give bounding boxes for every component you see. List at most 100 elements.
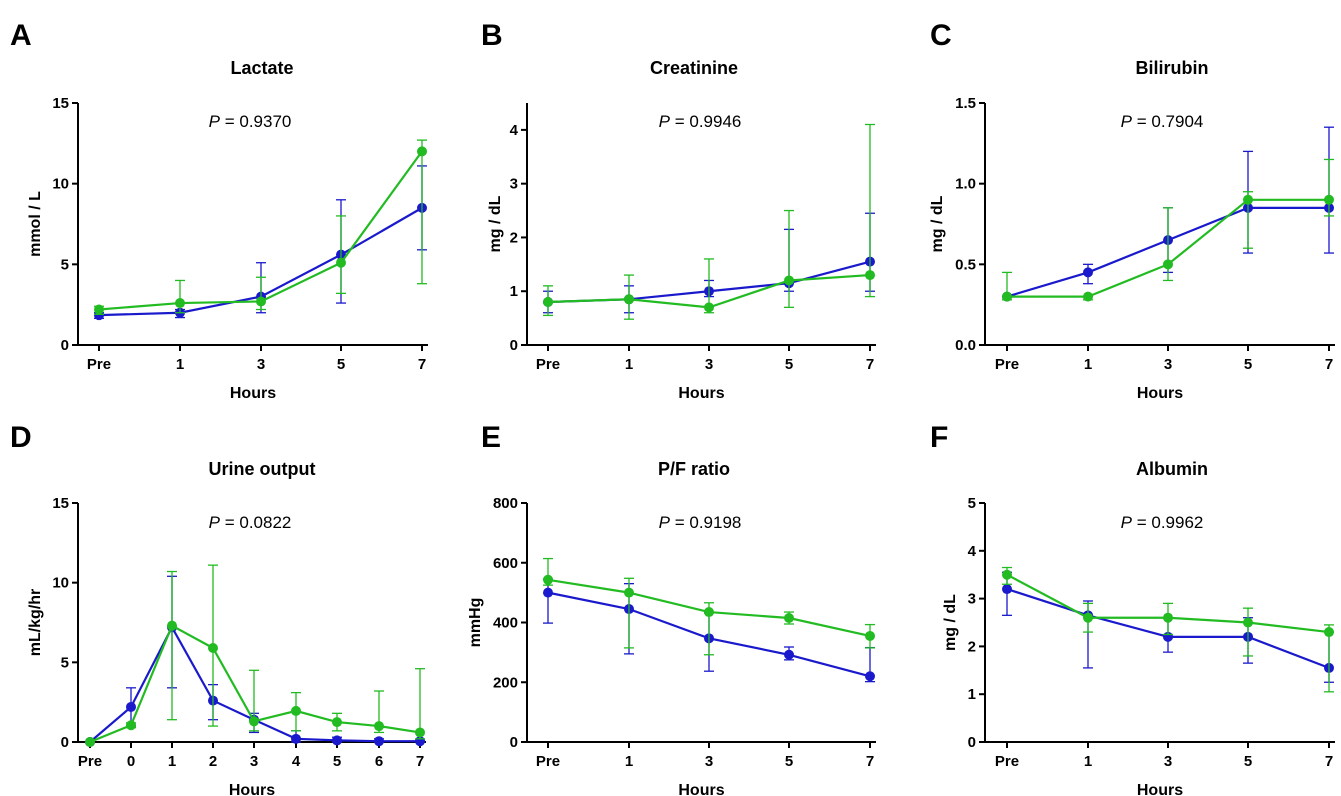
data-point <box>374 736 384 747</box>
data-point <box>1163 259 1173 270</box>
y-tick-label: 0.0 <box>955 337 976 354</box>
y-tick-label: 1 <box>968 686 976 703</box>
x-tick-label: 3 <box>705 753 713 770</box>
x-tick-label: Pre <box>78 753 102 770</box>
x-tick-label: 0 <box>127 753 135 770</box>
data-point <box>784 613 794 624</box>
y-tick-label: 4 <box>968 543 977 560</box>
p-value-symbol: P <box>1121 513 1133 532</box>
x-tick-label: Pre <box>536 356 560 373</box>
y-tick-label: 3 <box>510 176 518 193</box>
panel-letter: D <box>10 421 32 454</box>
chart-title: Albumin <box>1136 459 1208 479</box>
x-tick-label: 4 <box>292 753 301 770</box>
x-tick-label: 5 <box>1244 753 1252 770</box>
y-tick-label: 0 <box>968 734 976 751</box>
y-tick-label: 800 <box>493 495 518 512</box>
x-tick-label: 5 <box>785 753 793 770</box>
y-axis-label: mmHg <box>467 598 484 648</box>
x-axis-label: Hours <box>678 385 724 402</box>
x-tick-label: Pre <box>995 356 1019 373</box>
x-tick-label: Pre <box>87 356 111 373</box>
series-green <box>94 139 427 315</box>
x-tick-label: 3 <box>257 356 265 373</box>
y-tick-label: 0 <box>510 734 518 751</box>
x-axis-label: Hours <box>230 385 276 402</box>
chart-title: Creatinine <box>650 58 738 78</box>
x-tick-label: 1 <box>1084 356 1092 373</box>
y-tick-label: 3 <box>968 591 976 608</box>
data-point <box>336 257 346 268</box>
data-point <box>1002 291 1012 302</box>
data-point <box>1243 194 1253 205</box>
data-point <box>415 727 425 738</box>
y-tick-label: 400 <box>493 615 518 632</box>
p-value-symbol: P <box>659 513 671 532</box>
panel-d: D Urine output P = 0.0822 0 5 10 15 Pre 0 1 2 3 4 5 6 7… <box>10 421 426 796</box>
y-axis-label: mmol / L <box>27 191 44 257</box>
data-point <box>1243 617 1253 628</box>
x-tick-label: 1 <box>625 356 633 373</box>
data-point <box>332 717 342 728</box>
y-tick-label: 4 <box>510 122 519 139</box>
x-tick-label: 5 <box>1244 356 1252 373</box>
x-tick-label: 2 <box>209 753 217 770</box>
data-point <box>94 304 104 315</box>
data-point <box>704 607 714 618</box>
data-point <box>126 720 136 731</box>
data-point <box>624 587 634 598</box>
panel-f: F Albumin P = 0.9962 0 1 2 3 4 5 Pre 1 3 5 7 Hours mg /… <box>930 421 1335 796</box>
x-tick-label: 3 <box>1164 356 1172 373</box>
data-point <box>865 270 875 281</box>
panel-letter: B <box>481 19 503 52</box>
data-point <box>208 642 218 653</box>
data-point <box>1163 612 1173 623</box>
y-tick-label: 10 <box>52 176 69 193</box>
x-tick-label: 7 <box>866 356 874 373</box>
x-tick-label: 7 <box>1325 753 1333 770</box>
data-point <box>85 737 95 747</box>
panel-e: E P/F ratio P = 0.9198 0 200 400 600 800 Pre 1 3 5 7… <box>467 421 876 796</box>
x-tick-label: 1 <box>168 753 176 770</box>
p-value: P = 0.9370 <box>209 112 292 131</box>
p-value-symbol: P <box>209 112 221 131</box>
data-point <box>126 701 136 712</box>
x-tick-label: 3 <box>705 356 713 373</box>
x-tick-label: 3 <box>1164 753 1172 770</box>
p-value-symbol: P <box>659 112 671 131</box>
data-point <box>624 294 634 305</box>
x-tick-label: 7 <box>416 753 424 770</box>
data-point <box>374 721 384 732</box>
x-tick-label: 7 <box>418 356 426 373</box>
p-value: P = 0.9946 <box>659 112 742 131</box>
p-value-number: = 0.9370 <box>220 112 291 131</box>
p-value-number: = 0.9946 <box>670 112 741 131</box>
panel-letter: F <box>930 421 948 454</box>
data-point <box>256 296 266 307</box>
data-point <box>543 587 553 598</box>
y-tick-label: 5 <box>61 654 69 671</box>
data-point <box>291 733 301 744</box>
data-point <box>784 275 794 286</box>
y-tick-label: 0 <box>510 337 518 354</box>
data-point <box>704 302 714 313</box>
chart-title: P/F ratio <box>658 459 730 479</box>
panel-letter: E <box>481 421 501 454</box>
p-value-number: = 0.7904 <box>1132 112 1203 131</box>
x-tick-label: 1 <box>1084 753 1092 770</box>
p-value: P = 0.9962 <box>1121 513 1204 532</box>
x-tick-label: 7 <box>866 753 874 770</box>
x-axis-label: Hours <box>1137 782 1183 796</box>
series-green <box>85 564 425 747</box>
data-point <box>1083 291 1093 302</box>
x-tick-label: 6 <box>375 753 383 770</box>
panel-letter: A <box>10 19 32 52</box>
y-axis-label: mg / dL <box>942 594 959 651</box>
y-tick-label: 1.5 <box>955 95 976 112</box>
x-tick-label: 7 <box>1325 356 1333 373</box>
x-tick-label: 5 <box>785 356 793 373</box>
x-tick-label: 3 <box>250 753 258 770</box>
p-value-number: = 0.0822 <box>220 513 291 532</box>
chart-title: Urine output <box>209 459 316 479</box>
data-point <box>1002 584 1012 595</box>
